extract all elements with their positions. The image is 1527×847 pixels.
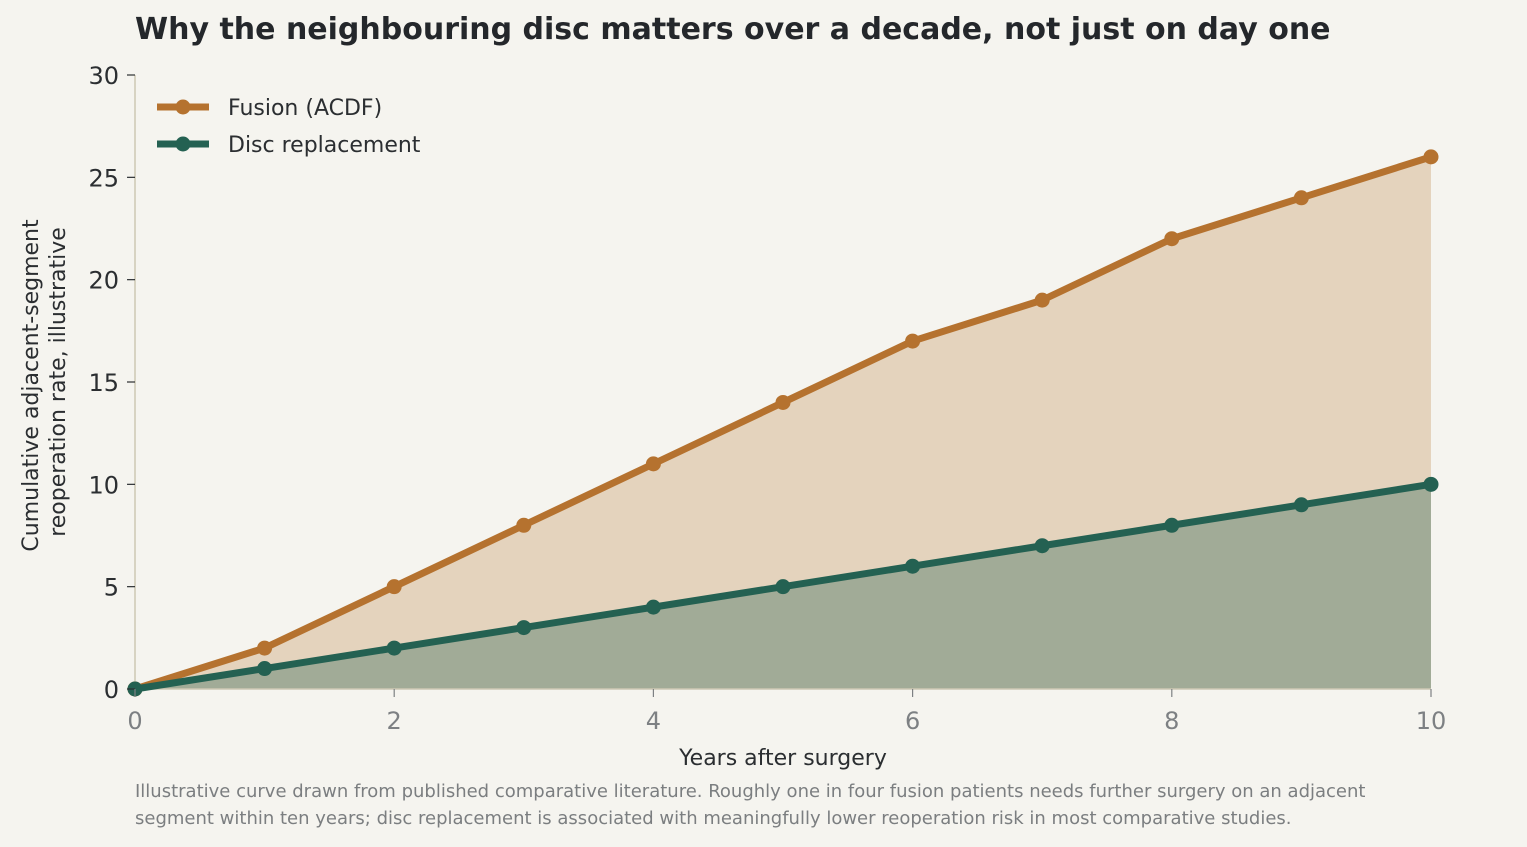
footnote-line-2: segment within ten years; disc replaceme…	[135, 808, 1292, 829]
x-tick-label-2: 2	[387, 707, 402, 735]
x-axis-ticks: 0 2 4 6 8 10	[127, 689, 1446, 735]
disc-replacement-point-6	[905, 558, 921, 574]
fusion-acdf-series	[127, 149, 1439, 697]
y-tick-label-20: 20	[88, 267, 119, 295]
y-tick-label-10: 10	[88, 471, 119, 499]
fusion-acdf-point-7	[1034, 292, 1050, 308]
fusion-acdf-point-5	[775, 394, 791, 410]
y-axis-label: Cumulative adjacent-segment reoperation …	[19, 212, 71, 551]
chart-title: Why the neighbouring disc matters over a…	[135, 12, 1331, 47]
disc-replacement-series	[127, 476, 1439, 697]
footnote: Illustrative curve drawn from published …	[135, 778, 1520, 832]
x-tick-label-0: 0	[127, 707, 142, 735]
footnote-line-1: Illustrative curve drawn from published …	[135, 781, 1366, 802]
x-tick-label-10: 10	[1416, 707, 1447, 735]
fusion-acdf-point-10	[1423, 149, 1439, 165]
y-axis-ticks: 0 5 10 15 20 25 30	[88, 62, 135, 704]
disc-replacement-point-4	[645, 599, 661, 615]
disc-replacement-point-7	[1034, 538, 1050, 554]
legend: Fusion (ACDF) Disc replacement	[157, 96, 421, 158]
fusion-acdf-point-4	[645, 456, 661, 472]
series-lines	[127, 149, 1439, 697]
fusion-acdf-point-9	[1293, 190, 1309, 206]
area-fills	[135, 156, 1431, 689]
disc-replacement-point-2	[386, 640, 402, 656]
legend-item-disc-replacement: Disc replacement	[157, 133, 421, 158]
fusion-acdf-point-8	[1164, 231, 1180, 247]
legend-swatch-marker	[175, 136, 191, 152]
legend-item-fusion-acdf: Fusion (ACDF)	[157, 96, 382, 121]
y-tick-label-25: 25	[88, 164, 119, 192]
disc-replacement-point-3	[516, 620, 532, 636]
disc-replacement-point-1	[257, 661, 273, 677]
y-axis-label-line-1: Cumulative adjacent-segment	[19, 219, 44, 552]
legend-label: Fusion (ACDF)	[228, 96, 382, 121]
disc-replacement-point-9	[1293, 497, 1309, 513]
legend-swatch-marker	[175, 99, 191, 115]
fusion-acdf-point-2	[386, 579, 402, 595]
fusion-acdf-point-3	[516, 517, 532, 533]
disc-replacement-point-8	[1164, 517, 1180, 533]
x-tick-label-8: 8	[1164, 707, 1179, 735]
y-tick-label-30: 30	[88, 62, 119, 90]
x-tick-label-4: 4	[646, 707, 661, 735]
y-tick-label-0: 0	[104, 676, 119, 704]
disc-replacement-point-5	[775, 579, 791, 595]
x-axis-label: Years after surgery	[678, 746, 887, 771]
disc-replacement-point-10	[1423, 476, 1439, 492]
y-tick-label-5: 5	[104, 574, 119, 602]
y-tick-label-15: 15	[88, 369, 119, 397]
legend-label: Disc replacement	[228, 133, 421, 158]
x-tick-label-6: 6	[905, 707, 920, 735]
fusion-acdf-point-1	[257, 640, 273, 656]
fusion-acdf-point-6	[905, 333, 921, 349]
y-axis-label-line-2: reoperation rate, illustrative	[46, 227, 71, 537]
